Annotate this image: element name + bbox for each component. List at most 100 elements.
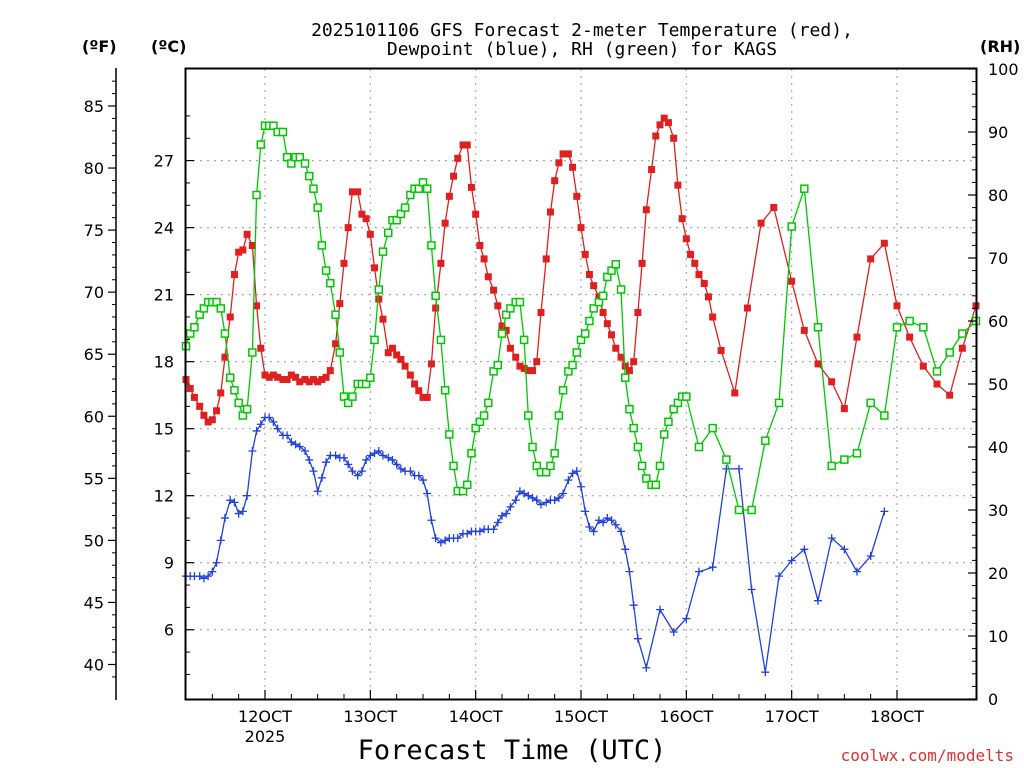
dewpoint-point bbox=[550, 496, 559, 505]
temperature-point bbox=[371, 264, 379, 272]
rh-point bbox=[827, 461, 836, 471]
temperature-point bbox=[652, 132, 660, 140]
temperature-point bbox=[344, 224, 352, 232]
dewpoint-point bbox=[603, 514, 612, 523]
temperature-point bbox=[384, 349, 392, 357]
temperature-point bbox=[664, 119, 672, 127]
temperature-point bbox=[366, 230, 374, 238]
rh-point bbox=[230, 386, 239, 395]
temperature-point bbox=[494, 302, 502, 310]
temperature-point bbox=[542, 255, 550, 263]
temperature-point bbox=[279, 376, 287, 384]
dewpoint-point bbox=[348, 467, 357, 476]
celsius-tick-label: 21 bbox=[154, 286, 174, 305]
rh-point bbox=[708, 423, 717, 433]
temperature-point bbox=[253, 302, 261, 310]
dewpoint-point bbox=[669, 627, 678, 636]
rh-point bbox=[616, 285, 626, 294]
rh-tick-label: 30 bbox=[988, 501, 1008, 520]
rh-point bbox=[278, 127, 288, 137]
rh-point bbox=[317, 241, 327, 250]
dewpoint-series bbox=[182, 413, 889, 677]
temperature-point bbox=[788, 277, 796, 285]
fahrenheit-tick-label: 40 bbox=[84, 655, 104, 674]
rh-tick-label: 60 bbox=[988, 312, 1008, 331]
dewpoint-point bbox=[388, 455, 397, 464]
rh-point bbox=[761, 436, 770, 445]
temperature-point bbox=[656, 121, 664, 129]
temperature-point bbox=[296, 378, 304, 386]
temperature-point bbox=[498, 322, 506, 330]
rh-point bbox=[585, 316, 594, 326]
dewpoint-point bbox=[656, 605, 664, 614]
rh-point bbox=[840, 455, 849, 464]
dewpoint-point bbox=[814, 596, 822, 605]
dewpoint-point bbox=[625, 567, 634, 576]
temperature-series bbox=[182, 114, 980, 426]
temperature-point bbox=[555, 159, 563, 167]
temperature-point bbox=[648, 166, 656, 174]
temperature-point bbox=[512, 353, 520, 361]
dewpoint-point bbox=[427, 516, 436, 525]
dewpoint-point bbox=[252, 426, 261, 435]
rh-point bbox=[554, 411, 564, 420]
temperature-point bbox=[432, 304, 440, 312]
rh-point bbox=[436, 335, 446, 345]
dewpoint-point bbox=[436, 538, 445, 547]
x-tick-label: 16OCT bbox=[659, 707, 713, 726]
x-axis-title: Forecast Time (UTC) bbox=[358, 735, 667, 766]
temperature-point bbox=[208, 416, 216, 424]
series bbox=[181, 114, 981, 677]
rh-point bbox=[374, 285, 384, 294]
dewpoint-point bbox=[800, 545, 809, 554]
temperature-point bbox=[332, 340, 340, 348]
temperature-point bbox=[687, 250, 695, 258]
rh-point bbox=[427, 241, 436, 250]
rh-point bbox=[304, 171, 314, 181]
temperature-point bbox=[919, 362, 927, 370]
temperature-point bbox=[704, 293, 712, 301]
rh-point bbox=[880, 411, 889, 420]
temperature-point bbox=[305, 378, 313, 386]
temperature-point bbox=[314, 378, 322, 386]
rh-point bbox=[664, 417, 673, 427]
rh-tick-label: 100 bbox=[988, 60, 1019, 79]
rh-point bbox=[326, 278, 335, 288]
temperature-point bbox=[638, 259, 646, 267]
temperature-point bbox=[301, 376, 309, 384]
grid bbox=[186, 69, 976, 699]
temperature-point bbox=[906, 333, 914, 341]
temperature-point bbox=[490, 286, 498, 294]
rh-point bbox=[620, 373, 630, 382]
temperature-point bbox=[880, 239, 888, 247]
temperature-point bbox=[248, 241, 256, 249]
dewpoint-point bbox=[431, 534, 440, 543]
rh-point bbox=[252, 190, 261, 200]
dewpoint-point bbox=[536, 500, 545, 509]
temperature-point bbox=[340, 259, 348, 267]
dewpoint-point bbox=[506, 502, 515, 511]
rh-point bbox=[611, 260, 621, 269]
temperature-point bbox=[226, 313, 234, 321]
rh-point bbox=[295, 152, 305, 162]
dewpoint-point bbox=[852, 567, 861, 576]
celsius-tick-label: 27 bbox=[154, 152, 174, 171]
temperature-point bbox=[292, 373, 300, 381]
fahrenheit-tick-label: 65 bbox=[84, 345, 104, 364]
rh-point bbox=[216, 304, 226, 313]
rh-point bbox=[462, 480, 472, 490]
dewpoint-point bbox=[370, 449, 379, 458]
fahrenheit-tick-label: 70 bbox=[84, 283, 104, 302]
x-axis: 12OCT 13OCT 14OCT 15OCT 16OCT 17OCT 18OCT bbox=[211, 690, 924, 726]
rh-point bbox=[493, 360, 503, 370]
dewpoint-point bbox=[248, 447, 257, 456]
rh-point bbox=[852, 449, 862, 458]
celsius-tick-label: 15 bbox=[154, 420, 174, 439]
rh-axis: 0 10 20 30 40 50 60 70 80 90 100 bbox=[968, 60, 1019, 709]
dewpoint-point bbox=[331, 451, 340, 460]
temperature-point bbox=[257, 344, 265, 352]
rh-tick-label: 50 bbox=[988, 375, 1008, 394]
rh-point bbox=[348, 392, 357, 401]
rh-point bbox=[958, 329, 967, 338]
dewpoint-point bbox=[313, 487, 322, 496]
